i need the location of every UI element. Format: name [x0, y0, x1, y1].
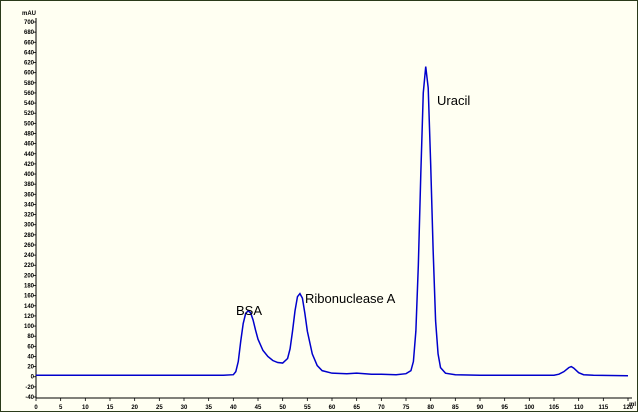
y-tick-label: -40 [25, 395, 34, 401]
x-tick-label: 30 [181, 405, 188, 411]
y-tick-label: 300 [24, 223, 35, 229]
annotation: BSA [236, 303, 262, 318]
x-tick-label: 45 [255, 405, 262, 411]
x-tick-label: 10 [82, 405, 89, 411]
x-tick-label: 20 [131, 405, 138, 411]
y-tick-label: 40 [27, 354, 34, 360]
x-tick-label: 0 [34, 405, 38, 411]
y-tick-label: 100 [24, 324, 35, 330]
y-tick-label: 520 [24, 111, 35, 117]
x-tick-label: 115 [598, 405, 608, 411]
x-tick-label: 35 [205, 405, 212, 411]
x-tick-label: 105 [549, 405, 560, 411]
y-tick-label: 640 [24, 50, 35, 56]
y-tick-label: 580 [24, 81, 35, 87]
x-tick-label: 100 [524, 405, 535, 411]
x-tick-label: 40 [230, 405, 237, 411]
y-tick-label: 220 [24, 263, 35, 269]
x-tick-label: 120 [623, 405, 634, 411]
x-tick-label: 60 [329, 405, 336, 411]
y-tick-label: 620 [24, 61, 35, 67]
y-tick-label: 340 [24, 202, 35, 208]
y-tick-label: 320 [24, 213, 35, 219]
x-axis-title: ml [629, 402, 636, 408]
y-tick-label: 120 [24, 314, 35, 320]
y-tick-label: 400 [24, 172, 35, 178]
x-tick-label: 55 [304, 405, 311, 411]
y-tick-label: 680 [24, 30, 35, 36]
y-tick-label: 0 [31, 375, 35, 381]
x-tick-label: 80 [427, 405, 434, 411]
x-tick-label: 110 [574, 405, 584, 411]
y-tick-label: 240 [24, 253, 35, 259]
y-tick-label: -20 [25, 385, 34, 391]
y-tick-label: 160 [24, 294, 35, 300]
x-tick-label: 50 [279, 405, 286, 411]
x-tick-label: 70 [378, 405, 385, 411]
x-tick-label: 90 [477, 405, 484, 411]
y-tick-label: 500 [24, 121, 35, 127]
y-tick-label: 440 [24, 152, 35, 158]
y-tick-label: 420 [24, 162, 35, 168]
y-tick-label: 600 [24, 71, 35, 77]
y-tick-label: 380 [24, 182, 35, 188]
y-axis-title: mAU [22, 11, 36, 17]
x-tick-label: 25 [156, 405, 163, 411]
y-tick-label: 660 [24, 40, 35, 46]
annotation: Uracil [437, 93, 470, 108]
x-tick-label: 5 [59, 405, 63, 411]
x-tick-label: 85 [452, 405, 459, 411]
y-tick-label: 180 [24, 284, 35, 290]
trace-line [36, 66, 629, 377]
y-tick-label: 140 [24, 304, 35, 310]
y-tick-label: 260 [24, 243, 35, 249]
x-tick-label: 15 [107, 405, 114, 411]
y-tick-label: 460 [24, 142, 35, 148]
x-tick-label: 65 [353, 405, 360, 411]
y-tick-label: 280 [24, 233, 35, 239]
y-tick-label: 60 [27, 344, 34, 350]
y-tick-label: 480 [24, 131, 35, 137]
y-tick-label: 200 [24, 273, 35, 279]
y-tick-label: 560 [24, 91, 35, 97]
x-tick-label: 75 [403, 405, 410, 411]
x-tick-label: 95 [501, 405, 508, 411]
y-tick-label: 700 [24, 20, 35, 26]
y-tick-label: 540 [24, 101, 35, 107]
y-tick-label: 360 [24, 192, 35, 198]
annotation: Ribonuclease A [305, 291, 396, 306]
y-tick-label: 20 [27, 365, 34, 371]
y-tick-label: 80 [27, 334, 34, 340]
